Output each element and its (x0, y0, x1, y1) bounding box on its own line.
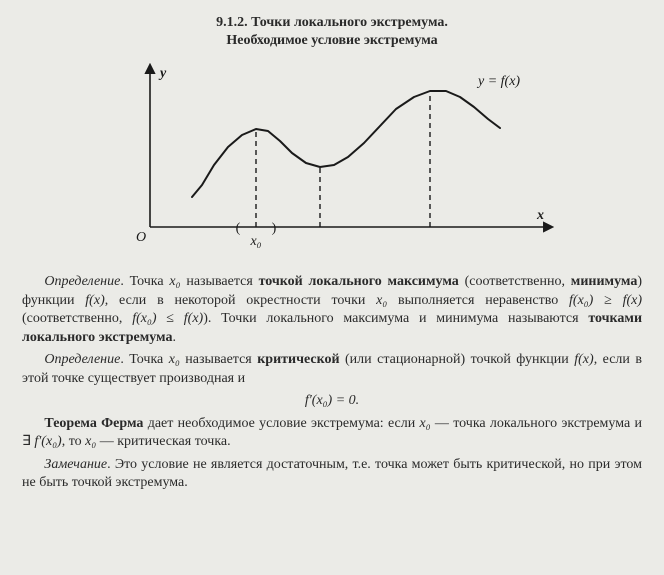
figure-container: () y x Ox₀ y = f(x) (22, 57, 642, 263)
def2-lead: Определение (44, 352, 120, 367)
definition-1: Определение. Точка x₀ называется точкой … (22, 273, 642, 347)
remark: Замечание. Это условие не является доста… (22, 456, 642, 493)
svg-text:y: y (158, 66, 167, 81)
svg-text:): ) (272, 221, 277, 236)
definition-2: Определение. Точка x₀ называется критиче… (22, 351, 642, 388)
theorem-fermat: Теорема Ферма дает необходимое условие э… (22, 415, 642, 452)
heading-line-2: Необходимое условие экстремума (226, 33, 437, 48)
def2-equation: f′(x₀) = 0. (22, 392, 642, 410)
heading-line-1: 9.1.2. Точки локального экстремума. (216, 15, 448, 30)
thm-lead: Теорема Ферма (44, 416, 143, 431)
rem-lead: Замечание (44, 457, 107, 472)
svg-text:(: ( (236, 221, 241, 236)
svg-text:y = f(x): y = f(x) (476, 74, 520, 89)
svg-text:x₀: x₀ (249, 234, 261, 249)
svg-text:O: O (136, 230, 146, 245)
section-heading: 9.1.2. Точки локального экстремума. Необ… (22, 14, 642, 51)
extremum-chart: () y x Ox₀ y = f(x) (102, 57, 562, 257)
def1-lead: Определение (44, 274, 120, 289)
svg-text:x: x (536, 208, 544, 223)
